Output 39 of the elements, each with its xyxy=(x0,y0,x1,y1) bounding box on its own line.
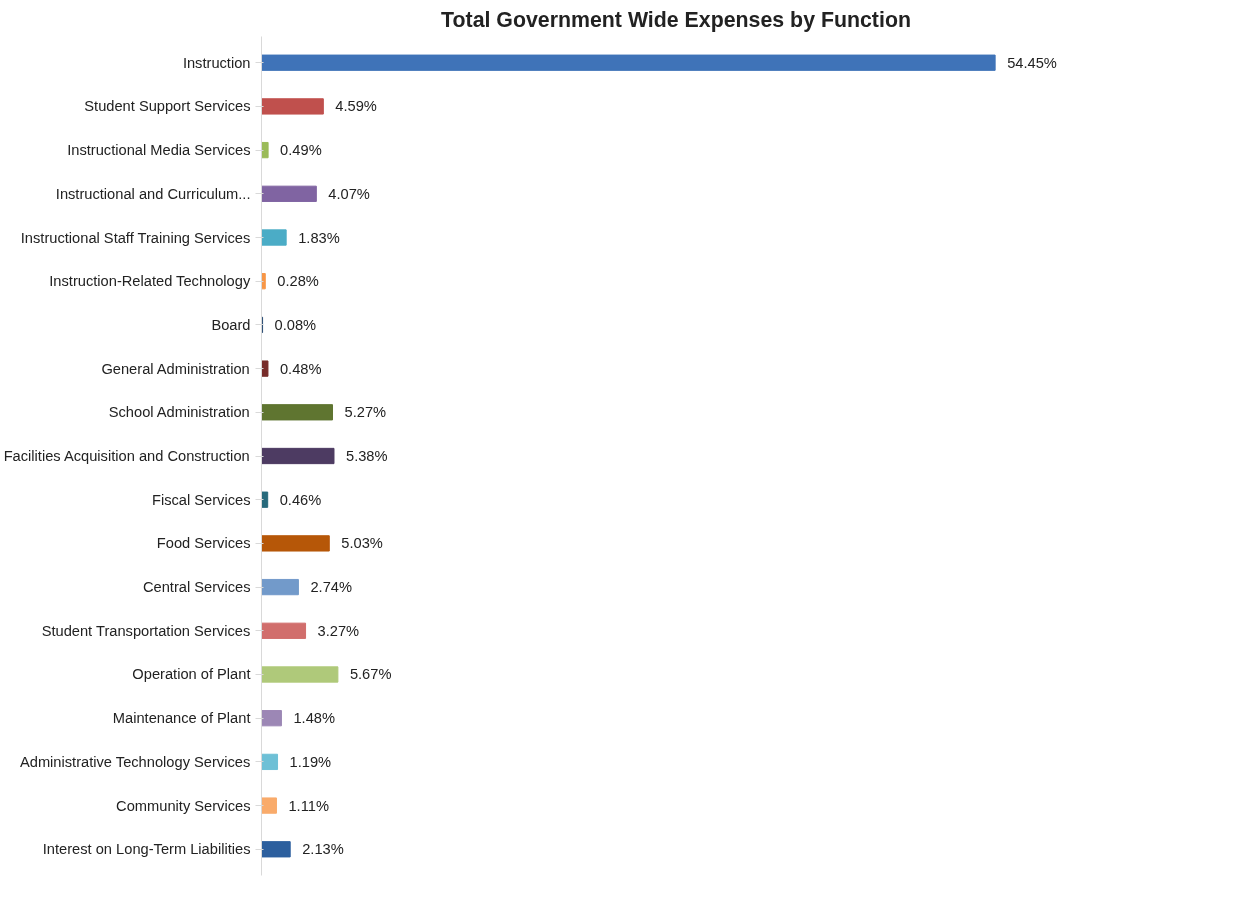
y-tick-label: Operation of Plant xyxy=(132,666,251,683)
y-tick-label: Instructional Staff Training Services xyxy=(20,229,251,246)
y-tick-label: Central Services xyxy=(142,579,251,596)
data-label: 0.48% xyxy=(279,360,322,377)
y-tick-label: Food Services xyxy=(156,535,251,552)
data-label: 4.07% xyxy=(328,185,370,202)
data-label: 5.27% xyxy=(344,404,387,421)
data-label: 1.48% xyxy=(293,710,335,727)
y-tick-label: Instructional Media Services xyxy=(67,142,251,159)
y-tick-label: Administrative Technology Services xyxy=(19,753,251,770)
y-tick-label: Fiscal Services xyxy=(151,491,251,508)
y-tick-label: Maintenance of Plant xyxy=(112,710,251,727)
y-tick-label: Student Support Services xyxy=(84,98,251,115)
y-tick-label: School Administration xyxy=(108,404,250,421)
y-tick-label: Instruction xyxy=(182,54,251,71)
chart-title: Total Government Wide Expenses by Function xyxy=(441,7,911,32)
data-label: 2.74% xyxy=(310,579,352,596)
data-label: 4.59% xyxy=(335,98,377,115)
y-tick-label: Instructional and Curriculum... xyxy=(55,185,251,202)
y-tick-label: Student Transportation Services xyxy=(41,622,251,639)
y-tick-label: Interest on Long-Term Liabilities xyxy=(42,841,251,858)
data-label: 1.83% xyxy=(298,229,340,246)
data-label: 54.45% xyxy=(1007,54,1057,71)
y-tick-label: Facilities Acquisition and Construction xyxy=(3,448,250,464)
data-label: 1.11% xyxy=(288,797,329,814)
data-label: 1.19% xyxy=(289,753,332,770)
data-label: 5.03% xyxy=(341,535,383,552)
data-label: 2.13% xyxy=(302,841,344,858)
data-label: 0.08% xyxy=(274,316,317,333)
data-label: 5.67% xyxy=(349,666,392,683)
data-label: 0.28% xyxy=(277,273,319,290)
data-label: 3.27% xyxy=(317,622,360,639)
y-tick-label: Board xyxy=(211,316,251,333)
data-label: 5.38% xyxy=(345,448,388,464)
y-tick-label: General Administration xyxy=(101,360,250,377)
data-label: 0.49% xyxy=(280,142,322,159)
data-label: 0.46% xyxy=(279,491,322,508)
y-tick-label: Instruction-Related Technology xyxy=(49,273,251,290)
y-tick-label: Community Services xyxy=(116,797,251,814)
